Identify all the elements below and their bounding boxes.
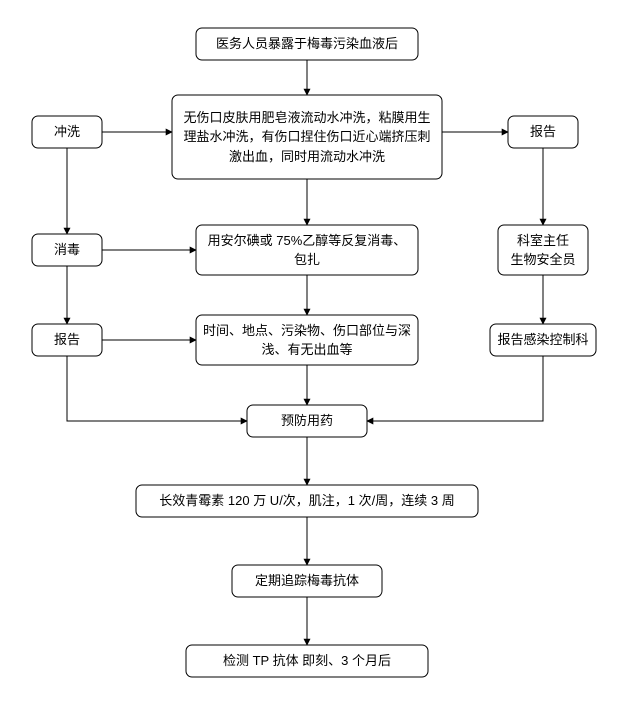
flow-node-label-reportL: 报告 [32,324,102,356]
flow-node-label-rinseL: 冲洗 [32,116,102,148]
flow-node-label-detail: 时间、地点、污染物、伤口部位与深浅、有无出血等 [196,315,418,365]
flow-node-label-start: 医务人员暴露于梅毒污染血液后 [196,28,418,60]
flow-edge [367,356,543,421]
flow-edge [67,356,247,421]
nodes-group: 医务人员暴露于梅毒污染血液后无伤口皮肤用肥皂液流动水冲洗，粘膜用生理盐水冲洗，有… [32,28,596,677]
flow-node-label-reportR: 报告 [508,116,578,148]
flow-node-label-icR: 报告感染控制科 [490,324,596,356]
flow-node-label-penic: 长效青霉素 120 万 U/次，肌注，1 次/周，连续 3 周 [136,485,478,517]
flow-node-label-tp: 检测 TP 抗体 即刻、3 个月后 [186,645,428,677]
flow-node-label-rinse: 无伤口皮肤用肥皂液流动水冲洗，粘膜用生理盐水冲洗，有伤口捏住伤口近心端挤压刺激出… [172,95,442,179]
flow-node-label-disinf: 用安尔碘或 75%乙醇等反复消毒、包扎 [196,225,418,275]
flow-node-label-deptR: 科室主任生物安全员 [498,225,588,275]
flow-node-label-disinfL: 消毒 [32,234,102,266]
flow-node-label-prevent: 预防用药 [247,405,367,437]
flowchart-canvas: 医务人员暴露于梅毒污染血液后无伤口皮肤用肥皂液流动水冲洗，粘膜用生理盐水冲洗，有… [0,0,640,701]
flow-node-label-follow: 定期追踪梅毒抗体 [232,565,382,597]
